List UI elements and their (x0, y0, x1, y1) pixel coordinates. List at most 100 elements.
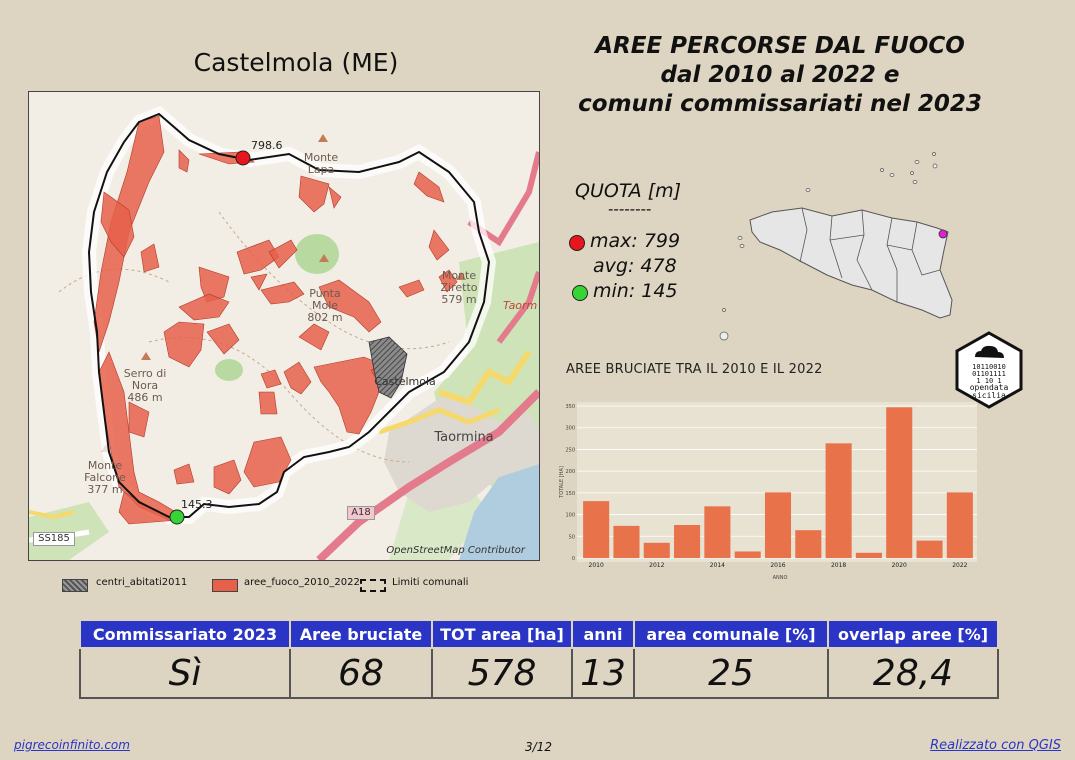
col-overlap: overlap aree [%] (827, 619, 999, 649)
cloud-icon (975, 345, 1004, 358)
burned-area (173, 463, 195, 485)
min-elevation-marker (169, 509, 185, 525)
legend-swatch-limiti (360, 579, 386, 592)
bar-2011 (613, 525, 640, 558)
burned-area (250, 273, 268, 291)
y-tick-label: 100 (565, 513, 575, 519)
peak-icon (318, 134, 328, 142)
chart-y-ticks: 0 50 100 150 200 250 300 350 (565, 404, 575, 562)
road-shield-a18: A18 (347, 506, 375, 520)
y-tick-label: 150 (565, 491, 575, 497)
track (58, 268, 170, 293)
value-area-comunale: 25 (633, 647, 829, 699)
park-area (295, 234, 339, 274)
quota-separator: -------- (608, 200, 652, 218)
burned-area (398, 279, 425, 298)
x-tick-label: 2014 (710, 562, 725, 569)
main-title-line-1: AREE PERCORSE DAL FUOCO (595, 33, 965, 59)
burned-area (428, 229, 450, 261)
col-anni: anni (571, 619, 635, 649)
footer-qgis-link[interactable]: Realizzato con QGIS (930, 738, 1061, 753)
burned-area (258, 391, 278, 415)
chart-title: AREE BRUCIATE TRA IL 2010 E IL 2022 (566, 362, 823, 377)
burned-area (206, 323, 240, 355)
burned-area (260, 281, 305, 305)
chart-bars (583, 407, 973, 558)
y-tick-label: 200 (565, 469, 575, 475)
quota-avg: avg: 478 (593, 255, 677, 277)
quota-min: min: 145 (593, 280, 678, 302)
province-borders (799, 207, 941, 302)
value-aree-bruciate: 68 (289, 647, 433, 699)
logo-text-sicilia: sicilia (972, 391, 1006, 400)
bar-2012 (643, 542, 670, 558)
burned-area (318, 279, 382, 333)
logo-bits-1: 10110010 (972, 363, 1006, 371)
x-tick-label: 2012 (649, 562, 664, 569)
burned-area (163, 321, 205, 368)
min-dot-icon (572, 285, 588, 301)
label-punta-mole: Punta Mole 802 m (307, 287, 343, 324)
label-serro-di-nora: Serro di Nora 486 m (123, 367, 167, 404)
burned-area (140, 243, 160, 273)
burned-area (268, 239, 298, 269)
road-a18 (316, 389, 539, 560)
sicily-inset-map (719, 152, 953, 341)
road-primary (438, 350, 532, 406)
bar-2019 (855, 552, 882, 558)
bar-2021 (916, 540, 943, 558)
main-title-line-3: comuni commissariati nel 2023 (578, 91, 982, 117)
map-canvas (29, 92, 539, 560)
x-tick-label: 2010 (589, 562, 604, 569)
bar-2010 (583, 501, 610, 558)
stats-header-row: Commissariato 2023 Aree bruciate TOT are… (79, 619, 999, 649)
value-commissariato: Sì (79, 647, 291, 699)
bar-2020 (886, 407, 913, 558)
road-shield-ss185: SS185 (33, 532, 75, 546)
y-tick-label: 0 (572, 556, 575, 562)
bar-2013 (674, 524, 701, 558)
bar-2014 (704, 506, 731, 558)
quota-max: max: 799 (590, 230, 681, 252)
chart-y-axis-label: TOTALE [HA] (559, 466, 565, 499)
col-commissariato: Commissariato 2023 (79, 619, 291, 649)
bar-2018 (825, 443, 852, 558)
footer-website-link[interactable]: pigrecoinfinito.com (14, 738, 130, 752)
burned-area (328, 186, 342, 209)
y-tick-label: 250 (565, 447, 575, 453)
label-monte-lapa: Monte Lapa (303, 151, 339, 176)
burned-area (298, 175, 330, 213)
comune-location-marker (938, 229, 948, 239)
sea (459, 464, 539, 560)
x-tick-label: 2020 (892, 562, 907, 569)
y-tick-label: 300 (565, 426, 575, 432)
islands (719, 152, 938, 341)
label-taormina-road: Taorm (503, 299, 538, 312)
burned-area (213, 459, 242, 495)
label-monte-ziretto: Monte Ziretto 579 m (440, 269, 478, 306)
value-tot-area: 578 (431, 647, 573, 699)
comune-title: Castelmola (ME) (193, 48, 399, 77)
burned-area (236, 239, 280, 275)
legend-swatch-aree (212, 579, 238, 592)
value-overlap: 28,4 (827, 647, 999, 699)
stats-table: Commissariato 2023 Aree bruciate TOT are… (79, 619, 999, 699)
y-tick-label: 350 (565, 404, 575, 410)
chart-x-ticks: 2010 2012 2014 2016 2018 2020 2022 (589, 562, 968, 569)
peak-icon (141, 352, 151, 360)
road-primary (378, 407, 500, 435)
sicily-outline (749, 207, 953, 319)
burned-area (260, 369, 282, 389)
x-tick-label: 2022 (952, 562, 967, 569)
bar-2017 (795, 530, 822, 558)
logo-text-opendata: opendata (970, 383, 1009, 392)
road-a18 (496, 271, 539, 344)
label-taormina: Taormina (434, 430, 494, 445)
page-number: 3/12 (525, 740, 552, 754)
min-elevation-label: 145.3 (181, 498, 213, 511)
max-dot-icon (569, 235, 585, 251)
municipality-map: 798.6 145.3 Monte Lapa Monte Ziretto 579… (28, 91, 540, 561)
map-attribution: OpenStreetMap Contributor (386, 545, 525, 556)
col-tot-area: TOT area [ha] (431, 619, 573, 649)
legend-label-centri: centri_abitati2011 (96, 577, 188, 588)
